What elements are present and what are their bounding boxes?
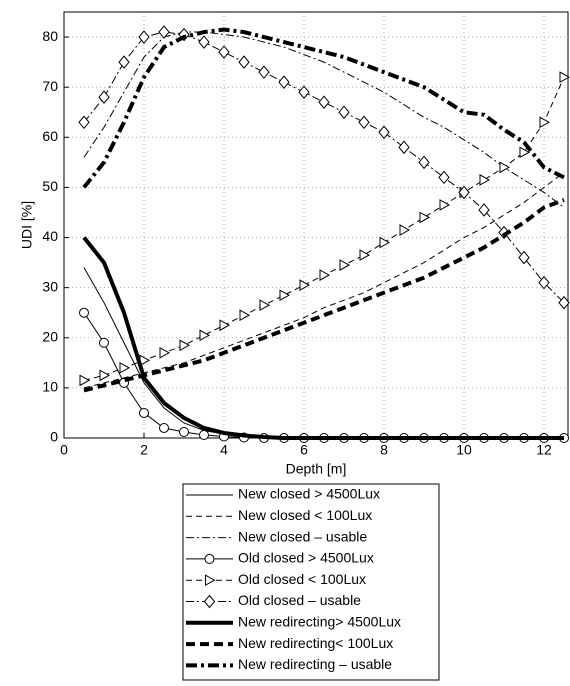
marker bbox=[179, 339, 191, 352]
marker bbox=[79, 374, 91, 387]
y-tick-label: 0 bbox=[50, 429, 58, 445]
marker bbox=[339, 259, 351, 271]
marker bbox=[239, 309, 251, 322]
marker bbox=[79, 307, 89, 318]
legend-label: New closed – usable bbox=[238, 528, 367, 544]
marker bbox=[99, 369, 111, 382]
y-tick-label: 10 bbox=[42, 379, 58, 395]
marker bbox=[419, 211, 431, 224]
marker bbox=[198, 35, 210, 49]
y-tick-label: 20 bbox=[42, 328, 58, 344]
y-tick-label: 40 bbox=[42, 228, 58, 244]
marker bbox=[199, 329, 211, 342]
series-line bbox=[83, 312, 564, 439]
marker bbox=[78, 115, 90, 130]
marker bbox=[139, 407, 149, 418]
series-line bbox=[82, 236, 564, 440]
marker bbox=[398, 140, 410, 155]
series-line bbox=[83, 198, 565, 393]
marker bbox=[379, 236, 391, 249]
legend-label: New redirecting< 100Lux bbox=[238, 635, 393, 651]
legend-marker bbox=[204, 553, 215, 564]
x-tick-label: 0 bbox=[60, 442, 68, 458]
marker bbox=[358, 115, 370, 130]
marker bbox=[299, 279, 311, 291]
legend-marker bbox=[205, 574, 216, 587]
x-tick-label: 4 bbox=[220, 442, 228, 458]
legend-label: New redirecting – usable bbox=[238, 656, 392, 672]
marker bbox=[478, 203, 490, 217]
legend-label: Old closed < 100Lux bbox=[238, 571, 366, 587]
y-axis-label: UDI [%] bbox=[19, 201, 35, 249]
x-tick-label: 6 bbox=[300, 442, 308, 458]
marker bbox=[238, 55, 250, 69]
marker bbox=[458, 185, 470, 200]
series-line bbox=[82, 27, 565, 189]
marker bbox=[559, 71, 570, 84]
marker bbox=[378, 125, 390, 140]
marker bbox=[418, 155, 430, 170]
legend-label: New closed < 100Lux bbox=[238, 507, 372, 523]
marker bbox=[258, 65, 270, 79]
marker bbox=[399, 224, 411, 236]
marker bbox=[118, 55, 130, 69]
marker bbox=[259, 299, 271, 312]
marker bbox=[558, 295, 570, 310]
x-tick-label: 2 bbox=[140, 442, 148, 458]
marker bbox=[338, 105, 350, 120]
x-axis-label: Depth [m] bbox=[286, 461, 347, 477]
marker bbox=[319, 269, 331, 281]
marker bbox=[159, 422, 169, 433]
marker bbox=[119, 361, 131, 374]
marker bbox=[159, 346, 171, 359]
x-tick-label: 10 bbox=[456, 442, 472, 458]
marker bbox=[439, 199, 451, 211]
legend-label: Old closed > 4500Lux bbox=[238, 550, 374, 566]
series-line bbox=[83, 171, 565, 389]
marker bbox=[359, 249, 371, 261]
y-tick-label: 70 bbox=[42, 78, 58, 94]
marker bbox=[499, 161, 511, 174]
legend-label: New closed > 4500Lux bbox=[238, 486, 380, 502]
marker bbox=[199, 429, 209, 440]
legend-marker bbox=[203, 594, 216, 609]
y-tick-label: 80 bbox=[42, 28, 58, 44]
marker bbox=[438, 170, 450, 185]
marker bbox=[278, 75, 290, 89]
y-tick-label: 60 bbox=[42, 128, 58, 144]
marker bbox=[219, 319, 231, 332]
marker bbox=[179, 426, 189, 437]
marker bbox=[519, 146, 531, 159]
marker bbox=[318, 95, 330, 109]
x-tick-label: 12 bbox=[536, 442, 552, 458]
x-tick-label: 8 bbox=[380, 442, 388, 458]
series-line bbox=[83, 31, 565, 304]
legend-label: Old closed – usable bbox=[238, 592, 361, 608]
marker bbox=[99, 337, 109, 348]
legend-label: New redirecting> 4500Lux bbox=[238, 614, 401, 630]
y-tick-label: 50 bbox=[42, 178, 58, 194]
marker bbox=[538, 275, 550, 290]
marker bbox=[539, 116, 551, 129]
marker bbox=[279, 289, 291, 302]
series-line bbox=[83, 267, 564, 439]
legend-box bbox=[182, 483, 440, 681]
marker bbox=[518, 250, 530, 265]
marker bbox=[158, 25, 170, 39]
y-tick-label: 30 bbox=[42, 278, 58, 294]
marker bbox=[479, 174, 491, 186]
marker bbox=[98, 90, 110, 104]
marker bbox=[138, 30, 150, 44]
marker bbox=[298, 85, 310, 99]
marker bbox=[218, 45, 230, 59]
